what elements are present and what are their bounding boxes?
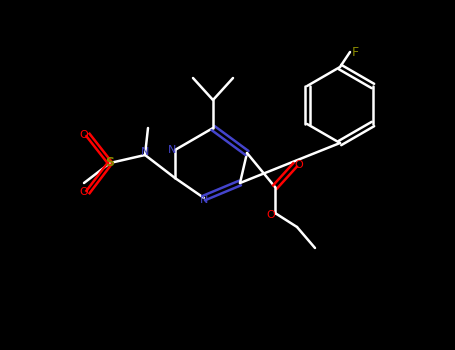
Text: O: O: [80, 130, 88, 140]
Text: O: O: [267, 210, 275, 220]
Text: N: N: [141, 147, 149, 157]
Text: O: O: [295, 160, 303, 170]
Text: N: N: [200, 195, 208, 205]
Text: O: O: [80, 187, 88, 197]
Text: F: F: [351, 46, 359, 58]
Text: N: N: [168, 145, 176, 155]
Text: S: S: [106, 156, 115, 169]
